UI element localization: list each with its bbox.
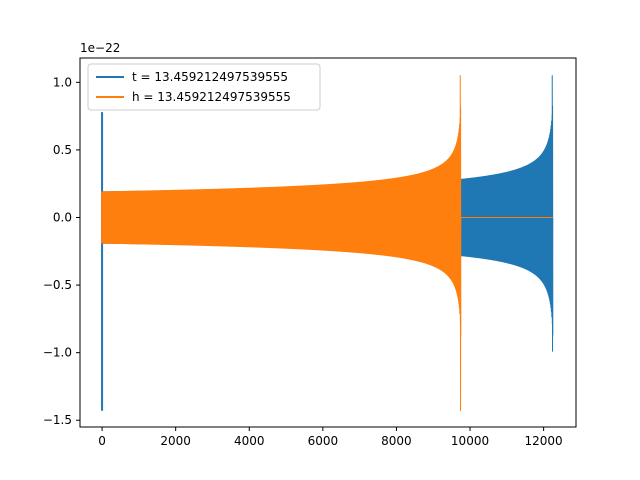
ticks-layer: 0 2000 4000 6000 8000 10000 12000 −1.5 −1.0 −0.5 0…: [43, 75, 563, 448]
y-tick-label: 1.0: [53, 75, 72, 89]
legend: t = 13.459212497539555 h = 13.45921249753…: [87, 63, 321, 111]
legend-label: t = 13.459212497539555: [132, 70, 288, 84]
y-tick-label: 0.0: [53, 210, 72, 224]
y-offset-label: 1e−22: [80, 41, 120, 55]
series-layer: [101, 75, 554, 412]
x-tick-label: 0: [98, 434, 106, 448]
y-tick-label: −1.0: [43, 346, 72, 360]
y-tick-label: −1.5: [43, 413, 72, 427]
legend-box: [87, 63, 321, 111]
y-tick-label: −0.5: [43, 278, 72, 292]
x-tick-label: 2000: [160, 434, 191, 448]
series-h: [101, 75, 553, 412]
series-line: [101, 75, 553, 412]
legend-label: h = 13.459212497539555: [132, 90, 291, 104]
x-tick-label: 6000: [308, 434, 339, 448]
axes-frame: [79, 57, 577, 428]
y-tick-label: 0.5: [53, 143, 72, 157]
x-tick-label: 12000: [525, 434, 563, 448]
x-tick-label: 10000: [451, 434, 489, 448]
axes-layer: [79, 57, 577, 428]
x-tick-label: 4000: [234, 434, 265, 448]
x-tick-label: 8000: [381, 434, 412, 448]
